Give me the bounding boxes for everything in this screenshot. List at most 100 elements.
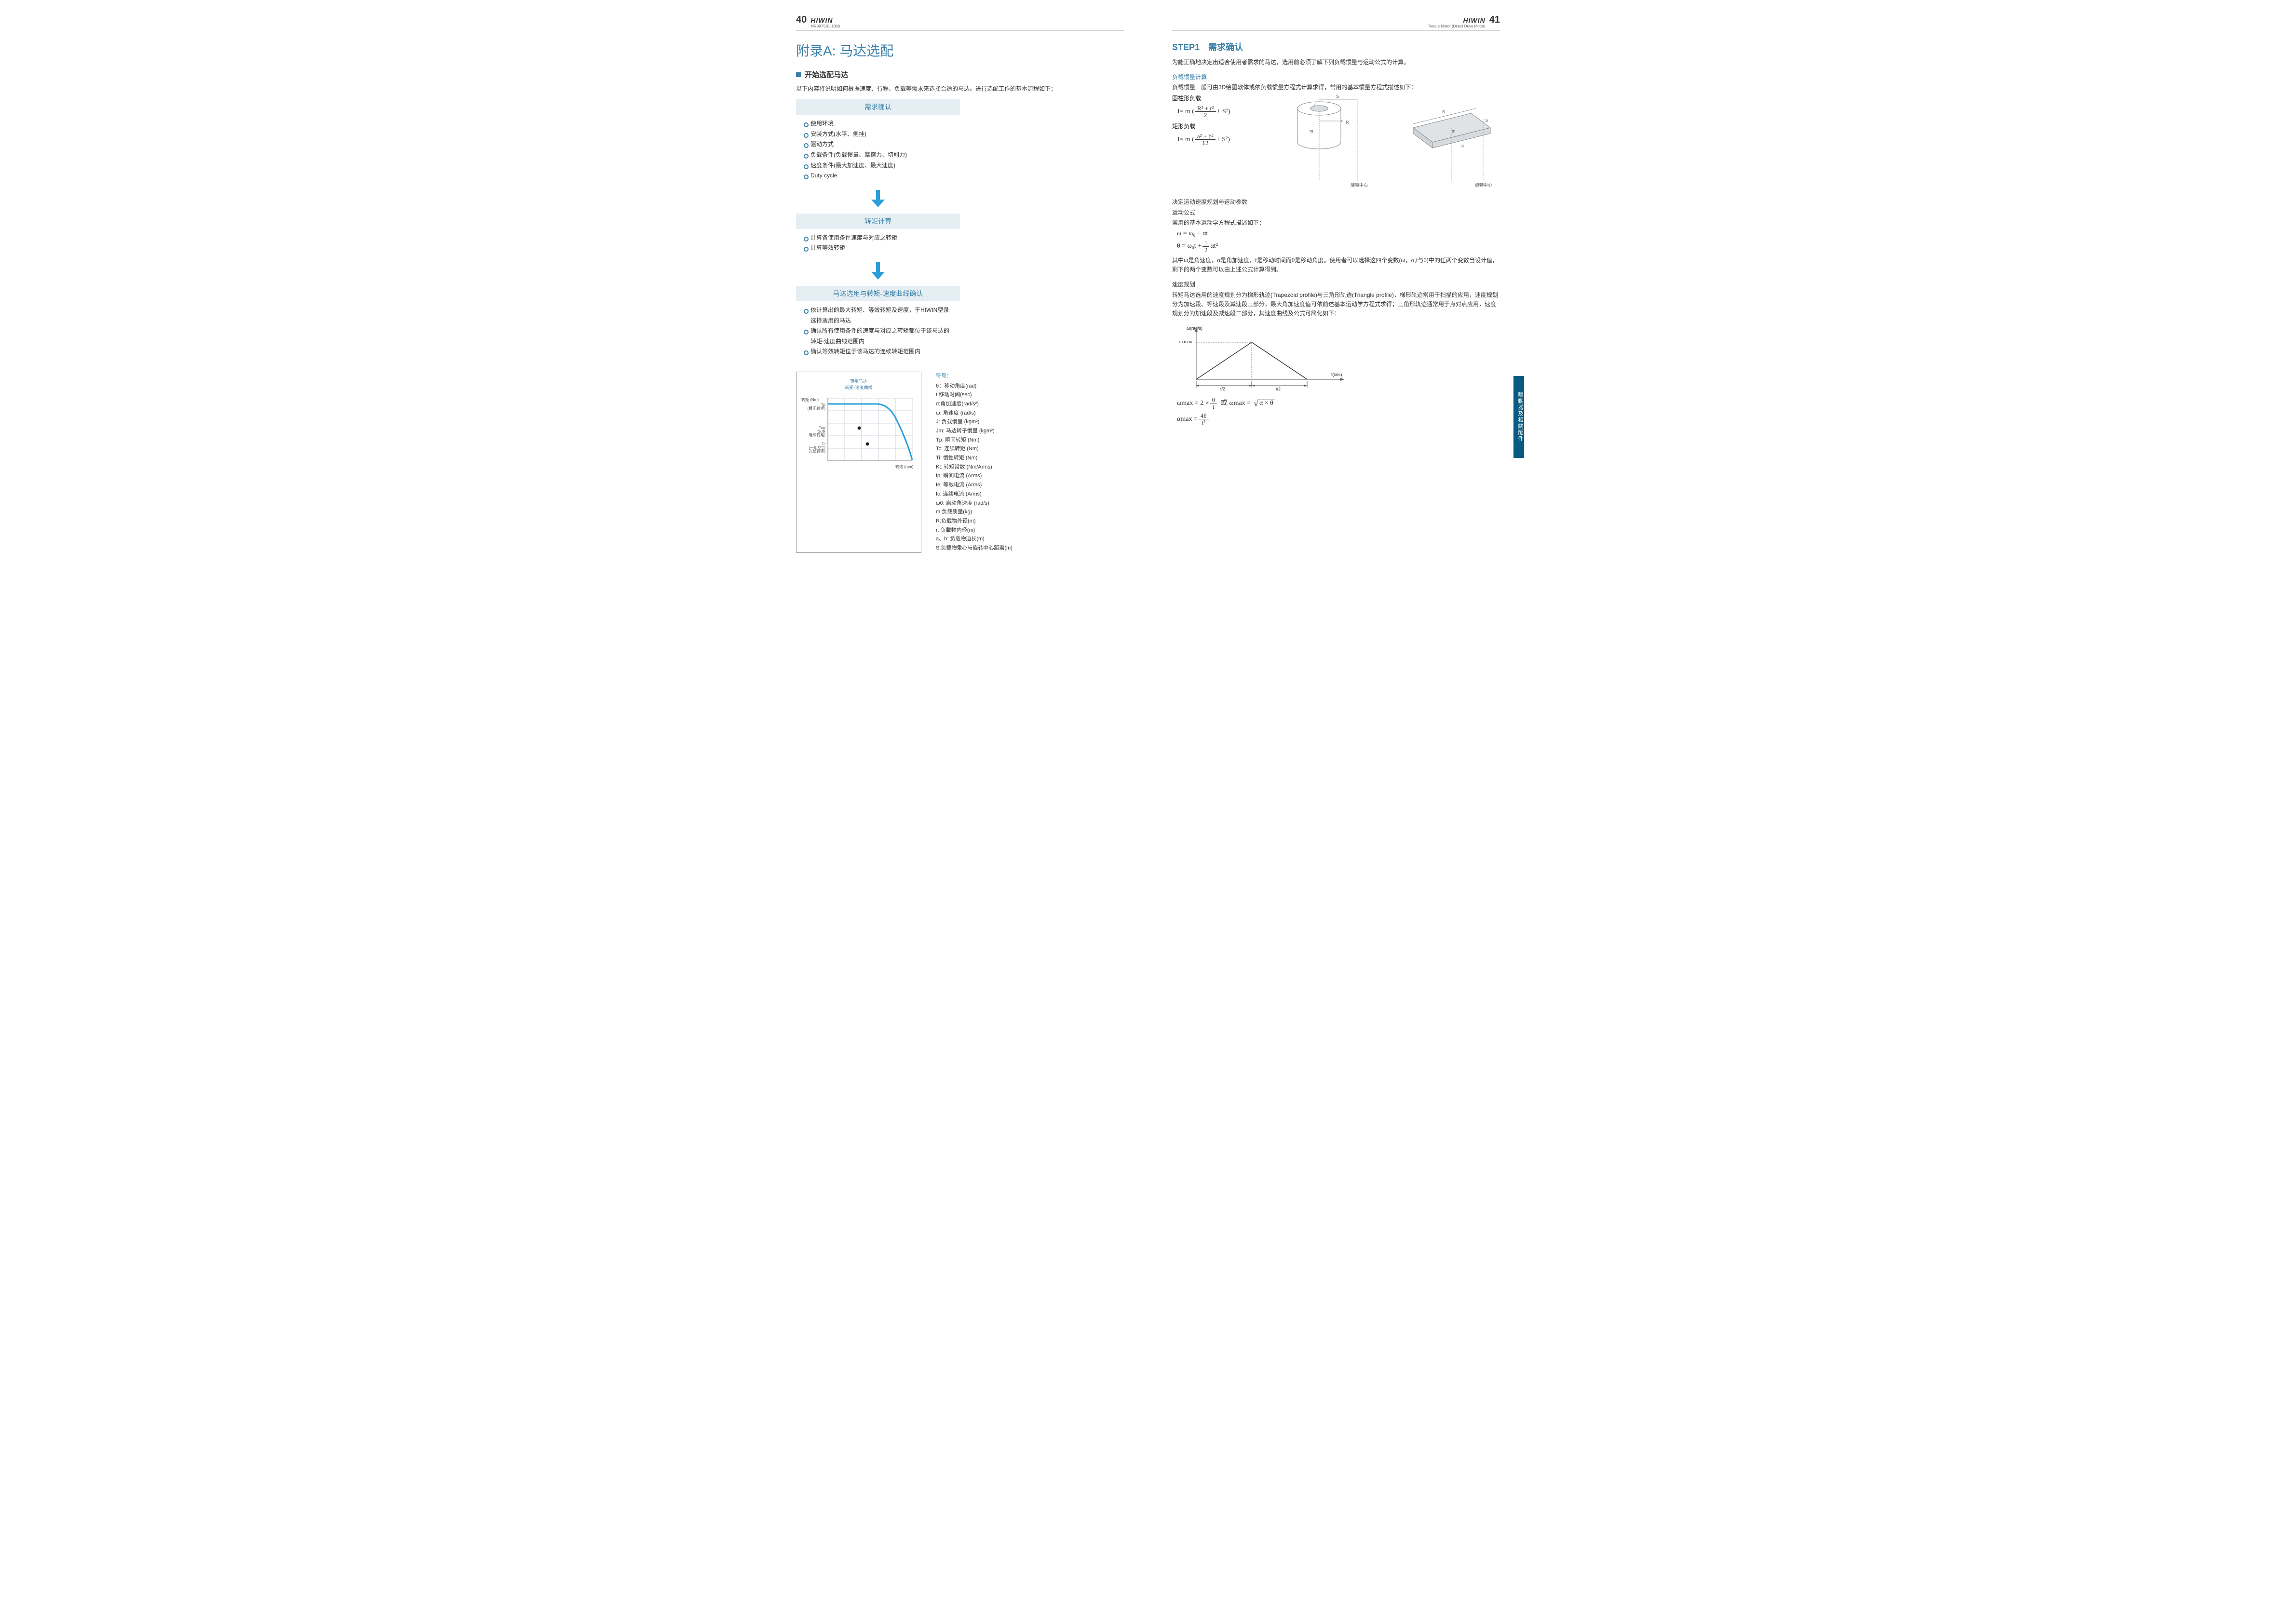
- brand-logo: HIWIN: [1428, 16, 1486, 24]
- rect-label: 矩形负载: [1172, 122, 1273, 130]
- svg-text:连续转矩): 连续转矩): [809, 449, 825, 454]
- svg-text:m: m: [1452, 129, 1456, 134]
- svg-text:连续转矩): 连续转矩): [809, 432, 825, 437]
- inertia-section: 圆柱形负载 J= m ( R² + r² 2 + S²) 矩形负载 J= m (…: [1172, 94, 1500, 193]
- svg-text:t/2: t/2: [1276, 387, 1281, 391]
- flow-item: 确认所有使用条件的速度与对应之转矩都位于该马达的转矩-速度曲线范围内: [804, 326, 952, 347]
- svg-text:ω(rad/s): ω(rad/s): [1187, 326, 1202, 331]
- legend-item: Tp: 瞬间转矩 (Nm): [936, 436, 1013, 445]
- legend-item: a、b: 负载物边长(m): [936, 535, 1013, 544]
- legend-item: Kt: 转矩常数 (Nm/Arms): [936, 463, 1013, 472]
- step-title: STEP1 需求确认: [1172, 40, 1500, 53]
- flow-item: 计算各使用条件速度与对应之转矩: [804, 233, 952, 243]
- svg-text:R: R: [1346, 120, 1349, 125]
- motion-paragraph: 其中ω是角速度，α是角加速度，t是移动时间而θ是移动角度。使用者可以选择这四个变…: [1172, 256, 1500, 274]
- svg-text:t/2: t/2: [1220, 387, 1225, 391]
- doc-code: MR99TS01-1800: [810, 24, 840, 28]
- legend-item: J: 负载惯量 (kgm²): [936, 417, 1013, 427]
- svg-text:m: m: [1310, 129, 1313, 134]
- speed-heading: 速度规划: [1172, 280, 1500, 289]
- cylinder-label: 圆柱形负载: [1172, 94, 1273, 102]
- chart-area: Tp (瞬间转矩) Tcw (水冷 连续转矩) Tc (一般空冷 连续转矩) 转…: [801, 393, 916, 470]
- symbol-legend: 符号： θ：移动角度(rad)t:移动时间(sec)α:角加速度(rad/s²)…: [936, 372, 1013, 553]
- page-right: HIWIN Torque Motor (Direct Drive Motor) …: [1148, 0, 1524, 572]
- flow-item: 驱动方式: [804, 139, 952, 150]
- motion-h2: 运动公式: [1172, 208, 1500, 217]
- triangle-profile-chart: ω(rad/s) ω max t(sec) t/2 t/2: [1172, 324, 1500, 394]
- svg-text:旋轉中心: 旋轉中心: [1351, 182, 1368, 188]
- section-marker-icon: [796, 72, 801, 77]
- page-number: 41: [1489, 14, 1500, 26]
- formula-cylinder: J= m ( R² + r² 2 + S²): [1177, 105, 1273, 118]
- formula-amax: αmax = 4θ t²: [1177, 413, 1500, 426]
- svg-text:r: r: [1314, 102, 1316, 107]
- side-tab: 驅動器及相關配件: [1513, 376, 1524, 458]
- flow-item: 负载条件(负载惯量、摩擦力、切削力): [804, 150, 952, 161]
- torque-speed-chart: 转矩马达 转矩-速度曲线: [796, 372, 921, 553]
- legend-item: ω: 角速度 (rad/s): [936, 409, 1013, 418]
- flow-item: 使用环境: [804, 119, 952, 129]
- flow-item: Duty cycle: [804, 171, 952, 181]
- page-number: 40: [796, 14, 807, 26]
- flow-header: 需求确认: [796, 99, 960, 115]
- legend-item: ω0: 启动角速度 (rad/s): [936, 499, 1013, 508]
- flow-item: 依计算出的最大转矩、等效转矩及速度，于HIWIN型录选择适用的马达: [804, 305, 952, 326]
- intro-text: 以下内容将说明如何根据速度、行程、负载等需求来选择合适的马达。进行选配工作的基本…: [796, 84, 1124, 94]
- flow-item: 计算等效转矩: [804, 243, 952, 254]
- legend-item: Ti: 惯性转矩 (Nm): [936, 454, 1013, 463]
- subsection-heading: 开始选配马达: [796, 69, 1124, 80]
- arrow-down-icon: [796, 190, 960, 210]
- flow-item: 安装方式(水平、侧挂): [804, 129, 952, 140]
- formula-omega: ω = ω₀ + αt: [1177, 230, 1500, 237]
- formula-wmax: ωmax = 2 × θ t 或 ωmax = √ α × θ: [1177, 397, 1500, 410]
- svg-text:ω max: ω max: [1179, 339, 1192, 344]
- svg-text:(瞬间转矩): (瞬间转矩): [808, 406, 826, 411]
- svg-text:转矩 (Nm): 转矩 (Nm): [801, 397, 819, 402]
- legend-item: θ：移动角度(rad): [936, 382, 1013, 391]
- inertia-heading: 负载惯量计算: [1172, 73, 1500, 81]
- legend-item: Ic: 连续电流 (Arms): [936, 490, 1013, 499]
- svg-text:S: S: [1442, 109, 1445, 114]
- chart-title-1: 转矩马达: [801, 378, 916, 384]
- legend-item: α:角加速度(rad/s²): [936, 400, 1013, 409]
- formula-rect: J= m ( a² + b² 12 + S²): [1177, 133, 1273, 146]
- motion-h3: 常用的基本运动学方程式描述如下：: [1172, 218, 1500, 228]
- legend-item: m:负载质量(kg): [936, 508, 1013, 517]
- speed-paragraph: 转矩马达选用的速度规划分为梯形轨迹(Trapezoid profile)与三角形…: [1172, 291, 1500, 319]
- svg-text:t(sec): t(sec): [1331, 372, 1342, 377]
- flow-item: 速度条件(最大加速度、最大速度): [804, 161, 952, 171]
- chart-legend-row: 转矩马达 转矩-速度曲线: [796, 372, 1124, 553]
- page-header-left: 40 HIWIN MR99TS01-1800: [796, 14, 1124, 31]
- chart-title-2: 转矩-速度曲线: [801, 384, 916, 390]
- page-left: 40 HIWIN MR99TS01-1800 附录A: 马达选配 开始选配马达 …: [772, 0, 1148, 572]
- formulas-column: 圆柱形负载 J= m ( R² + r² 2 + S²) 矩形负载 J= m (…: [1172, 94, 1273, 193]
- legend-item: r: 负载物内径(m): [936, 526, 1013, 535]
- legend-item: Ip: 瞬间电流 (Arms): [936, 471, 1013, 481]
- svg-text:b: b: [1486, 118, 1488, 123]
- legend-item: Jm: 马达转子惯量 (kgm²): [936, 427, 1013, 436]
- legend-items: θ：移动角度(rad)t:移动时间(sec)α:角加速度(rad/s²)ω: 角…: [936, 382, 1013, 553]
- legend-item: S:负载物重心与旋转中心距离(m): [936, 544, 1013, 553]
- brand-logo: HIWIN: [810, 16, 840, 24]
- svg-text:旋轉中心: 旋轉中心: [1475, 182, 1492, 188]
- flow-item: 确认等效转矩位于该马达的连续转矩范围内: [804, 347, 952, 357]
- legend-item: Ie: 等效电流 (Arms): [936, 481, 1013, 490]
- flow-block-selection: 马达选用与转矩-速度曲线确认 依计算出的最大转矩、等效转矩及速度，于HIWIN型…: [796, 286, 960, 362]
- flow-block-torque: 转矩计算 计算各使用条件速度与对应之转矩计算等效转矩: [796, 214, 960, 258]
- inertia-diagrams: r R m S 旋轉中心 m a b: [1273, 94, 1500, 193]
- inertia-text: 负载惯量一般可由3D绘图软体或依负载惯量方程式计算求得，常用的基本惯量方程式描述…: [1172, 83, 1500, 92]
- flow-body: 依计算出的最大转矩、等效转矩及速度，于HIWIN型录选择适用的马达确认所有使用条…: [796, 301, 960, 362]
- formula-theta: θ = ω₀t + 1 2 αt²: [1177, 240, 1500, 253]
- flow-header: 马达选用与转矩-速度曲线确认: [796, 286, 960, 301]
- legend-item: Tc: 连续转矩 (Nm): [936, 444, 1013, 454]
- flow-body: 计算各使用条件速度与对应之转矩计算等效转矩: [796, 229, 960, 258]
- appendix-title: 附录A: 马达选配: [796, 40, 1124, 60]
- svg-text:转速 (rpm): 转速 (rpm): [895, 464, 914, 469]
- legend-header: 符号：: [936, 372, 1013, 381]
- product-line: Torque Motor (Direct Drive Motor): [1428, 24, 1486, 28]
- arrow-down-icon: [796, 262, 960, 282]
- motion-h1: 决定运动速度规划与运动参数: [1172, 198, 1500, 207]
- flow-header: 转矩计算: [796, 214, 960, 229]
- svg-text:a: a: [1461, 143, 1464, 148]
- svg-text:S: S: [1336, 94, 1339, 99]
